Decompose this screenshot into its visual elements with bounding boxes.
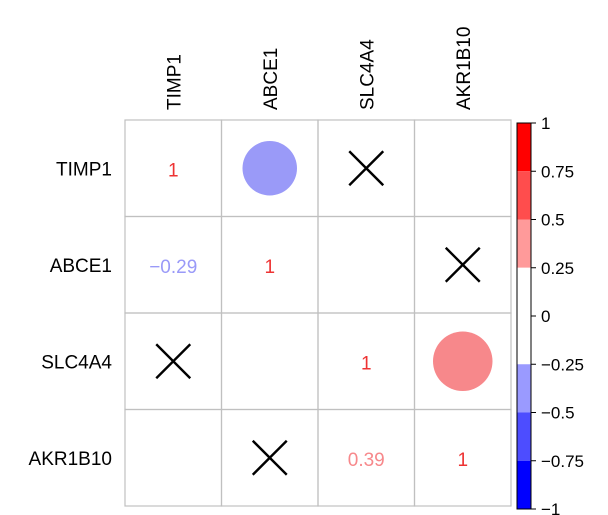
cell-value-1-0: −0.29 — [149, 257, 197, 278]
row-label-akr1b10: AKR1B10 — [29, 449, 112, 470]
grid-cell-0-3 — [413, 119, 512, 218]
cell-value-0-0: 1 — [168, 160, 179, 181]
row-label-abce1: ABCE1 — [50, 256, 112, 277]
colorbar-tick-label-8: −1 — [541, 500, 560, 515]
colorbar-band-0 — [517, 123, 531, 172]
grid-cell-3-3 — [413, 408, 512, 507]
colorbar-tick-label-4: 0 — [541, 307, 550, 326]
colorbar-tick-label-6: −0.5 — [541, 404, 575, 423]
grid-cell-1-2 — [317, 215, 416, 314]
grid-cell-3-0 — [124, 408, 223, 507]
cell-value-3-3: 1 — [457, 450, 468, 471]
cell-circle-2-3 — [433, 331, 493, 391]
colorbar-band-1 — [517, 171, 531, 220]
cell-value-3-2: 0.39 — [348, 450, 385, 471]
cell-value-2-2: 1 — [361, 353, 372, 374]
colorbar-tick-label-2: 0.5 — [541, 211, 565, 230]
cell-cross-1-3 — [444, 246, 481, 283]
colorbar-band-4 — [517, 364, 531, 413]
colorbar-tick-label-5: −0.25 — [541, 355, 584, 374]
col-label-slc4a4: SLC4A4 — [357, 39, 378, 110]
row-label-timp1: TIMP1 — [56, 159, 112, 180]
cell-value-1-1: 1 — [264, 257, 275, 278]
colorbar-band-5 — [517, 412, 531, 461]
colorbar-band-2 — [517, 219, 531, 268]
colorbar-tick-label-1: 0.75 — [541, 162, 574, 181]
correlation-cells: 1 −0.29 1 1 0.39 1 — [149, 141, 493, 476]
colorbar-tick-label-3: 0.25 — [541, 259, 574, 278]
cell-cross-0-2 — [348, 150, 385, 187]
cell-cross-2-0 — [155, 343, 192, 380]
colorbar-band-3 — [517, 267, 531, 365]
row-label-slc4a4: SLC4A4 — [41, 352, 112, 373]
variable-labels: TIMP1 TIMP1 ABCE1 ABCE1 SLC4A4 SLC4A4 AKR1B10 A… — [29, 27, 475, 470]
col-label-abce1: ABCE1 — [261, 48, 282, 110]
grid-cell-2-1 — [220, 312, 319, 411]
col-label-timp1: TIMP1 — [164, 54, 185, 110]
colorbar-tick-label-0: 1 — [541, 114, 550, 133]
colorbar: 1 0.75 0.5 0.25 0 −0.25 −0.5 −0.75 −1 — [516, 114, 584, 515]
grid — [124, 119, 512, 507]
colorbar-tick-label-7: −0.75 — [541, 452, 584, 471]
cell-cross-3-1 — [251, 439, 288, 476]
cell-circle-0-1 — [242, 141, 297, 196]
colorbar-band-6 — [517, 460, 531, 509]
col-label-akr1b10: AKR1B10 — [454, 27, 475, 110]
